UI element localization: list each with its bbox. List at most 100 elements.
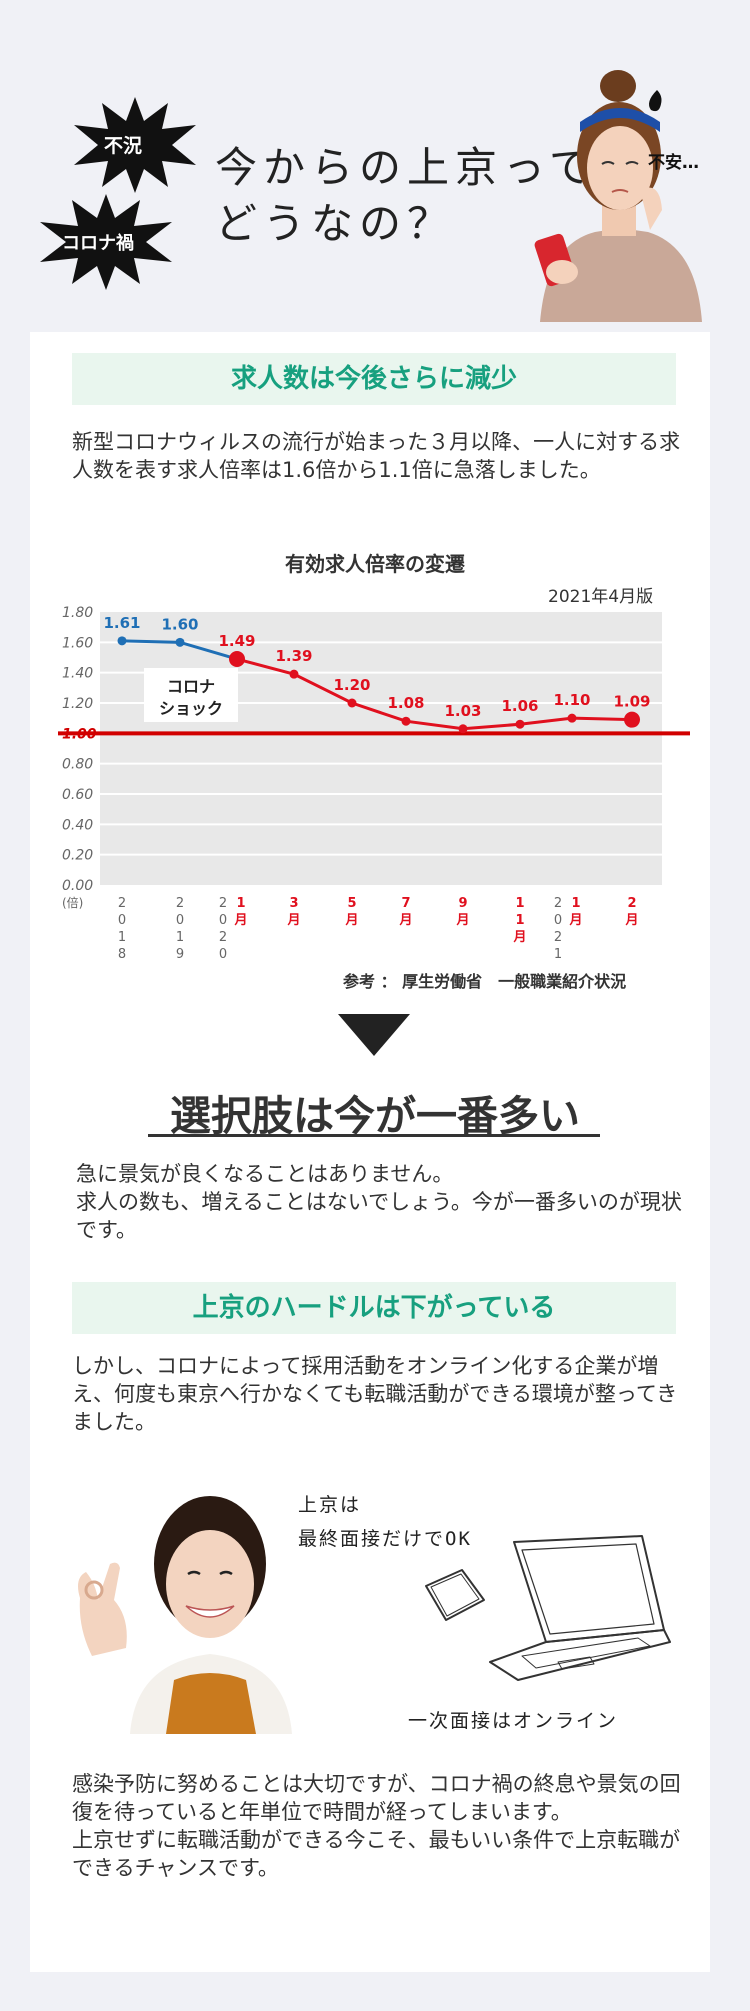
chart-x-year-label: 2 (219, 930, 227, 945)
chart-data-label: 1.06 (501, 697, 538, 715)
chart-x-month-label: 月 (398, 913, 412, 928)
chart-x-month-label: 2 (627, 896, 636, 911)
chart-data-label: 1.08 (387, 694, 424, 712)
chart-x-month-label: 1 (515, 913, 524, 928)
chart-x-year-label: 2 (219, 896, 227, 911)
starburst-recession (74, 97, 196, 193)
chart-x-year-label: 0 (554, 913, 562, 928)
chart-x-year-label: 1 (554, 947, 562, 960)
chart-data-point (401, 716, 411, 726)
section4-body-line2: 上京せずに転職活動ができる今こそ、最もいい条件で上京転職ができるチャンスです。 (72, 1828, 681, 1880)
section1-body: 新型コロナウィルスの流行が始まった３月以降、一人に対する求人数を表す求人倍率は1… (72, 430, 681, 482)
hero-title-line1: 今からの上京って (215, 143, 597, 192)
chart-x-month-label: 月 (512, 930, 526, 945)
chart-data-label: 1.49 (218, 632, 255, 650)
chart-x-month-label: 月 (344, 913, 358, 928)
note-online-interview: 一次面接はオンライン (408, 1710, 619, 1732)
chart-x-month-label: 月 (568, 913, 582, 928)
chart-annotation-text: コロナ (167, 677, 215, 696)
chart-x-year-label: 0 (219, 913, 227, 928)
chart-data-point (567, 713, 577, 723)
chart-data-label: 1.61 (103, 614, 140, 632)
burst-label-corona: コロナ禍 (62, 233, 134, 254)
chart-data-label: 1.39 (275, 647, 312, 665)
chart-data-label: 1.60 (161, 615, 198, 633)
chart-x-year-label: 0 (118, 913, 126, 928)
chart-x-month-label: 月 (286, 913, 300, 928)
worried-woman-illustration (534, 70, 702, 322)
chart-x-month-label: 1 (515, 896, 524, 911)
chart-data-point (515, 719, 525, 729)
chart-series-line-post (236, 657, 633, 731)
down-triangle-icon (338, 1014, 410, 1056)
section2-body-line2: 求人の数も、増えることはないでしょう。今が一番多いのが現状です。 (76, 1190, 682, 1242)
chart-x-year-label: 2 (118, 896, 126, 911)
chart-data-label: 1.20 (333, 676, 370, 694)
chart-x-month-label: 3 (289, 896, 298, 911)
chart-y-tick-label: 1.60 (62, 635, 93, 651)
burst-label-recession: 不況 (104, 135, 143, 157)
chart-y-tick-label: 0.80 (62, 757, 93, 773)
chart-x-year-label: 2 (554, 930, 562, 945)
anxiety-label: 不安… (648, 153, 699, 173)
chart-x-month-label: 7 (401, 896, 410, 911)
smiling-woman-illustration (78, 1496, 292, 1734)
chart-y-unit-label: (倍) (62, 895, 83, 910)
job-ratio-line-chart: 1.801.601.401.201.000.800.600.400.200.00… (58, 605, 690, 960)
chart-x-year-label: 0 (176, 913, 184, 928)
section2-body-line1: 急に景気が良くなることはありません。 (76, 1162, 454, 1186)
chart-x-month-label: 月 (624, 913, 638, 928)
chart-version: 2021年4月版 (548, 587, 654, 607)
chart-x-year-label: 0 (219, 947, 227, 960)
chart-x-year-label: 2 (554, 896, 562, 911)
section2-body: 急に景気が良くなることはありません。 求人の数も、増えることはないでしょう。今が… (76, 1160, 686, 1244)
chart-x-year-label: 9 (176, 947, 184, 960)
chart-x-month-label: 1 (236, 896, 245, 911)
chart-x-year-label: 1 (176, 930, 184, 945)
hero-title-line2: どうなの？ (215, 199, 456, 248)
chart-y-tick-label: 0.20 (62, 848, 93, 864)
chart-annotation-box (144, 668, 238, 722)
chart-y-tick-label: 0.00 (62, 878, 93, 894)
section2-underline (148, 1134, 600, 1137)
sweat-drop-icon (649, 90, 662, 112)
section4-body-line1: 感染予防に努めることは大切ですが、コロナ禍の終息や景気の回復を待っていると年単位… (72, 1772, 681, 1824)
chart-annotation-text: ショック (159, 699, 223, 718)
hero-title: 今からの上京って どうなの？ (215, 140, 597, 252)
note-final-interview-line1: 上京は (298, 1494, 362, 1516)
chart-data-point (229, 651, 245, 668)
section1-heading: 求人数は今後さらに減少 (72, 353, 676, 405)
chart-x-month-label: 5 (347, 896, 356, 911)
chart-y-tick-label: 1.80 (62, 605, 93, 621)
chart-x-month-label: 月 (455, 913, 469, 928)
chart-x-year-label: 1 (118, 930, 126, 945)
chart-data-point (624, 711, 640, 728)
chart-x-month-label: 9 (458, 896, 467, 911)
chart-source: 参考 ： 厚生労働省 一般職業紹介状況 (343, 972, 627, 991)
chart-y-tick-label: 0.40 (62, 817, 93, 833)
phone-laptop-sketch (425, 1535, 671, 1681)
section3-heading: 上京のハードルは下がっている (72, 1282, 676, 1334)
chart-data-point (458, 724, 468, 734)
chart-x-year-label: 2 (176, 896, 184, 911)
chart-data-label: 1.10 (553, 691, 590, 709)
note-final-interview-line2: 最終面接だけでOK (298, 1528, 472, 1550)
section3-body: しかし、コロナによって採用活動をオンライン化する企業が増え、何度も東京へ行かなく… (72, 1354, 678, 1434)
chart-y-tick-label: 1.20 (62, 696, 93, 712)
chart-data-point (117, 636, 127, 646)
chart-y-tick-label: 1.40 (62, 666, 93, 682)
chart-plot-area (100, 612, 662, 885)
chart-data-label: 1.03 (444, 702, 481, 720)
chart-x-month-label: 月 (233, 913, 247, 928)
starburst-corona (40, 194, 172, 290)
chart-x-month-label: 1 (571, 896, 580, 911)
chart-data-point (347, 698, 357, 708)
chart-x-year-label: 8 (118, 947, 126, 960)
section4-body: 感染予防に努めることは大切ですが、コロナ禍の終息や景気の回復を待っていると年単位… (72, 1770, 682, 1882)
note-final-interview: 上京は 最終面接だけでOK (298, 1488, 472, 1556)
chart-data-label: 1.09 (613, 693, 650, 711)
chart-y-tick-label: 0.60 (62, 787, 93, 803)
chart-data-point (175, 637, 185, 647)
chart-data-point (289, 669, 299, 679)
section2-heading: 選択肢は今が一番多い (170, 1092, 580, 1140)
